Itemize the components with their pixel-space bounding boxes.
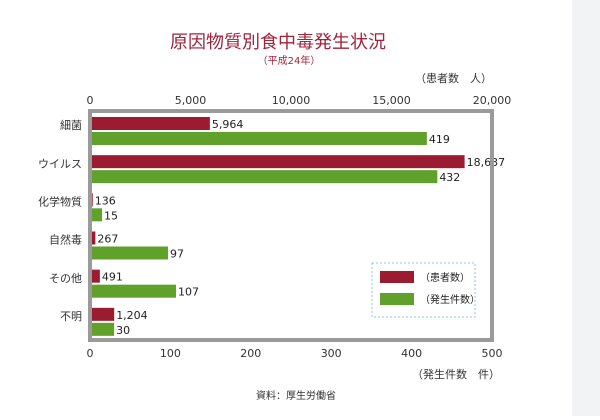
data-label-patients: 491	[102, 271, 123, 284]
legend-label-incidents: （発生件数）	[420, 293, 480, 306]
plot-frame	[88, 109, 494, 342]
bottom-tick-label: 300	[321, 347, 342, 360]
category-label: ウイルス	[38, 157, 82, 170]
page-side-margin	[572, 0, 600, 416]
bar-patients	[90, 117, 210, 130]
category-label: 化学物質	[38, 194, 82, 208]
bottom-tick-label: 200	[240, 347, 261, 360]
top-tick-label: 20,000	[473, 94, 512, 107]
data-label-incidents: 97	[170, 248, 184, 261]
source-note: 資料：厚生労働省	[256, 389, 336, 402]
data-label-incidents: 30	[116, 324, 130, 337]
bar-patients	[90, 155, 465, 169]
bar-incidents	[90, 208, 103, 222]
top-axis-label: （患者数 人）	[415, 72, 492, 85]
category-label: 自然毒	[49, 233, 82, 247]
category-label: 細菌	[60, 119, 82, 132]
bar-patients	[90, 307, 115, 321]
chart-subtitle: （平成24年）	[258, 54, 321, 67]
top-tick-label: 10,000	[272, 94, 311, 107]
bar-incidents	[90, 132, 427, 145]
bar-incidents	[90, 284, 177, 298]
legend-swatch-patients	[380, 271, 414, 283]
data-label-incidents: 432	[439, 171, 460, 184]
bottom-axis-label: （発生件数 件）	[412, 367, 500, 381]
bar-incidents	[90, 246, 168, 260]
data-label-incidents: 15	[104, 209, 118, 222]
chart-title: 原因物質別食中毒発生状況	[170, 32, 386, 53]
data-label-incidents: 419	[429, 133, 450, 146]
category-label: 不明	[60, 310, 82, 323]
bar-incidents	[90, 322, 115, 336]
bar-incidents	[90, 170, 438, 184]
top-tick-label: 15,000	[372, 94, 411, 107]
bottom-tick-label: 400	[401, 347, 422, 360]
top-tick-label: 5,000	[175, 94, 207, 107]
legend-swatch-incidents	[380, 293, 414, 305]
bottom-tick-label: 100	[160, 347, 181, 360]
data-label-patients: 1,204	[116, 309, 148, 322]
category-label: その他	[49, 272, 82, 285]
data-label-incidents: 107	[178, 286, 199, 299]
data-label-patients: 5,964	[212, 118, 244, 131]
bar-patients	[90, 231, 96, 245]
data-label-patients: 136	[95, 194, 116, 207]
data-label-patients: 267	[97, 233, 118, 246]
legend-label-patients: （患者数）	[420, 271, 470, 284]
bottom-tick-label: 0	[87, 347, 94, 360]
data-label-patients: 18,637	[467, 156, 506, 169]
bottom-tick-label: 500	[482, 347, 503, 360]
bar-patients	[90, 269, 100, 283]
top-tick-label: 0	[87, 94, 94, 107]
